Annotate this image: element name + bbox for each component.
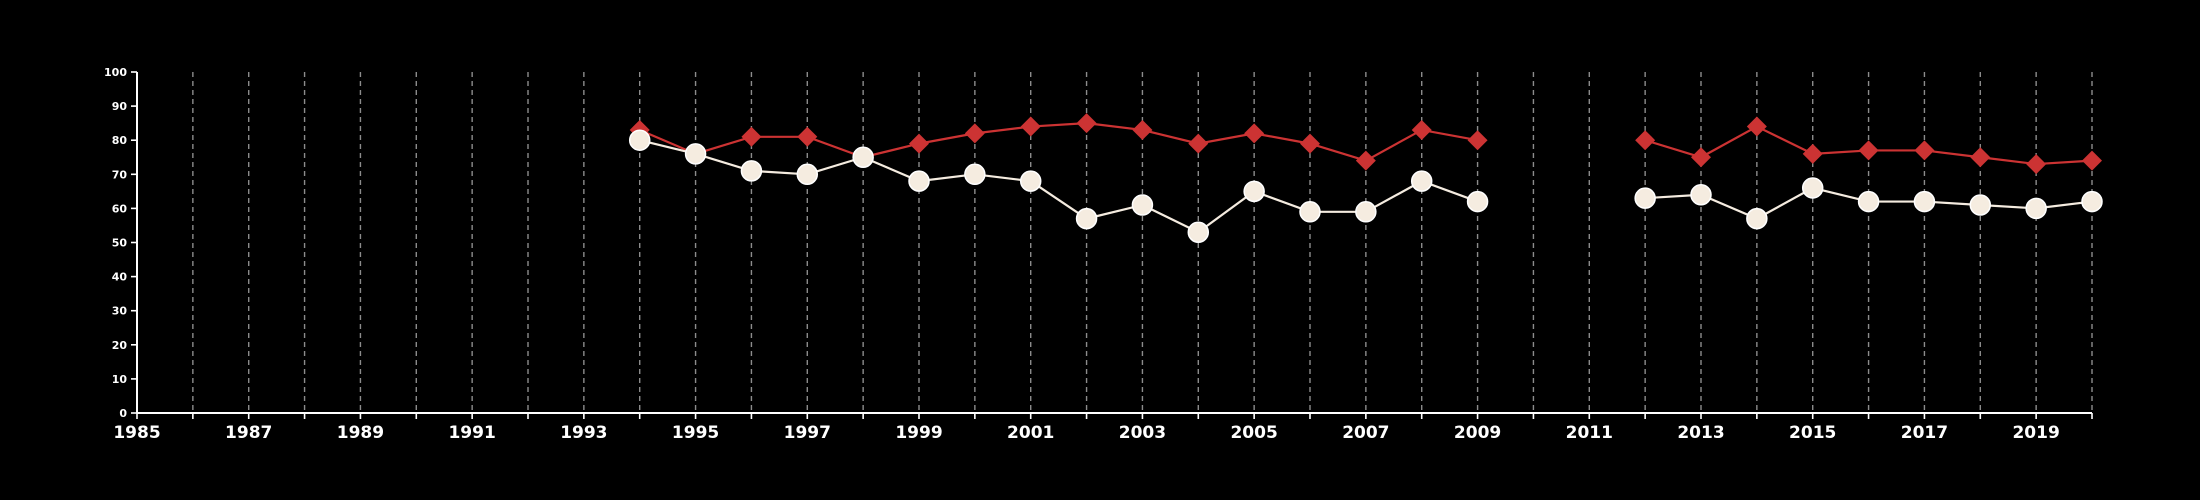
y-tick-label-90: 90 xyxy=(112,100,128,113)
diamond-point-1996 xyxy=(741,126,762,147)
circle-point-2015 xyxy=(1801,177,1824,199)
x-tick-label-2009: 2009 xyxy=(1454,423,1501,443)
x-tick-label-2005: 2005 xyxy=(1230,423,1277,443)
diamond-point-2007 xyxy=(1355,150,1376,171)
y-tick-label-60: 60 xyxy=(112,202,128,215)
diamond-point-2018 xyxy=(1970,147,1991,168)
circle-point-1997 xyxy=(796,163,819,186)
x-tick-label-1995: 1995 xyxy=(672,423,719,443)
diamond-point-2015 xyxy=(1802,143,1823,164)
y-tick-label-0: 0 xyxy=(119,407,127,420)
y-tick-label-30: 30 xyxy=(112,305,128,318)
x-tick-label-1987: 1987 xyxy=(225,423,272,443)
y-tick-label-100: 100 xyxy=(104,66,127,79)
diamond-point-2008 xyxy=(1411,119,1432,140)
diamond-point-2012 xyxy=(1635,130,1656,151)
x-tick-label-1997: 1997 xyxy=(784,423,831,443)
x-tick-label-2003: 2003 xyxy=(1119,423,1166,443)
diamond-point-2009 xyxy=(1467,130,1488,151)
axes: 1985 1987 1989 1991 1993 1995 1997 1999 2001 2003… xyxy=(104,66,2093,443)
x-tick-label-1993: 1993 xyxy=(560,423,607,443)
circle-point-2008 xyxy=(1410,170,1433,192)
diamond-point-2019 xyxy=(2026,154,2047,175)
circle-point-1996 xyxy=(740,160,763,182)
y-tick-label-40: 40 xyxy=(112,271,128,284)
y-tick-label-70: 70 xyxy=(112,168,128,181)
diamond-point-2016 xyxy=(1858,140,1879,161)
y-tick-label-50: 50 xyxy=(112,237,128,250)
diamond-point-2017 xyxy=(1914,140,1935,161)
circle-point-1999 xyxy=(908,170,930,192)
circle-point-2005 xyxy=(1243,180,1265,203)
x-tick-label-2001: 2001 xyxy=(1007,423,1054,443)
circle-point-2002 xyxy=(1075,207,1098,230)
circle-point-2013 xyxy=(1690,184,1712,206)
circle-point-2017 xyxy=(1913,190,1936,213)
x-tick-label-2007: 2007 xyxy=(1342,423,1389,443)
circle-point-2012 xyxy=(1634,187,1656,209)
diamond-point-2020 xyxy=(2082,150,2102,171)
y-tick-label-80: 80 xyxy=(112,134,128,147)
circle-point-1995 xyxy=(684,143,707,165)
y-tick-label-10: 10 xyxy=(112,373,128,386)
x-tick-label-2011: 2011 xyxy=(1566,423,1613,443)
diamond-point-2004 xyxy=(1188,133,1209,154)
x-tick-label-2017: 2017 xyxy=(1901,423,1948,443)
series-circle-line-segment-1 xyxy=(639,139,1478,234)
series-diamond-line-segment-1 xyxy=(639,122,1478,162)
circle-point-2014 xyxy=(1746,207,1768,230)
diamond-point-2002 xyxy=(1076,113,1097,134)
x-tick-label-2019: 2019 xyxy=(2012,423,2059,443)
x-tick-label-1991: 1991 xyxy=(448,423,495,443)
y-tick-label-20: 20 xyxy=(112,339,128,352)
diamond-point-2000 xyxy=(964,123,985,144)
series-circle xyxy=(628,129,2103,244)
circle-point-1994 xyxy=(628,129,651,151)
diamond-point-1999 xyxy=(909,133,929,154)
circle-point-1998 xyxy=(852,146,874,168)
diamond-point-2014 xyxy=(1746,116,1767,137)
circle-point-2003 xyxy=(1131,194,1154,216)
diamond-point-2001 xyxy=(1020,116,1041,137)
circle-point-2018 xyxy=(1969,194,1992,216)
x-tick-label-2015: 2015 xyxy=(1789,423,1836,443)
circle-point-2020 xyxy=(2081,190,2103,213)
diamond-point-2006 xyxy=(1300,133,1320,154)
circle-point-2004 xyxy=(1187,221,1210,244)
circle-point-2001 xyxy=(1019,170,1042,192)
x-tick-label-1985: 1985 xyxy=(113,423,160,443)
circle-point-2019 xyxy=(2025,197,2047,220)
x-tick-label-1989: 1989 xyxy=(337,423,384,443)
diamond-point-2013 xyxy=(1691,147,1711,168)
x-tick-label-1999: 1999 xyxy=(895,423,942,443)
x-tick-label-2013: 2013 xyxy=(1677,423,1724,443)
circle-point-2016 xyxy=(1857,190,1880,213)
diamond-point-1997 xyxy=(797,126,818,147)
series-diamond xyxy=(629,113,2102,175)
diamond-point-2005 xyxy=(1244,123,1265,144)
circle-point-2006 xyxy=(1299,201,1321,223)
circle-point-2007 xyxy=(1355,201,1377,223)
series xyxy=(628,113,2103,244)
circle-point-2000 xyxy=(964,163,986,186)
diamond-point-2003 xyxy=(1132,119,1153,140)
circle-point-2009 xyxy=(1466,190,1489,213)
